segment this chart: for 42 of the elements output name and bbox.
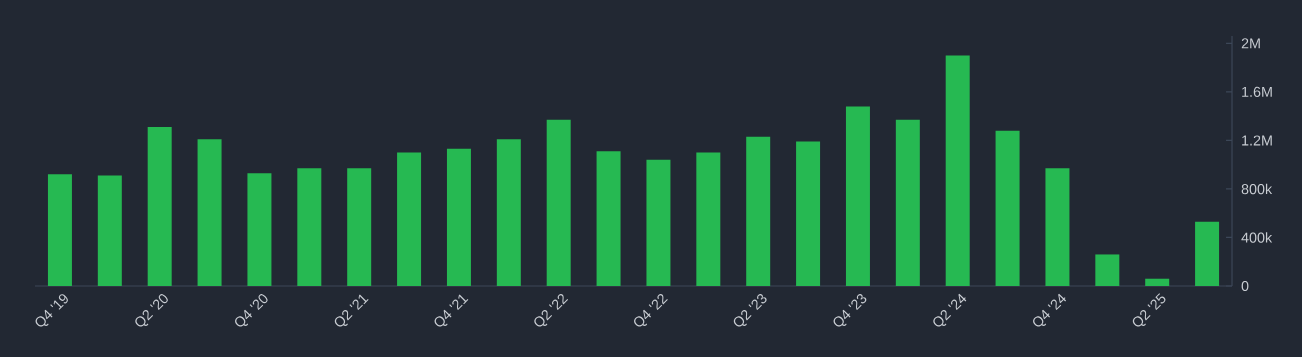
bar [347, 168, 372, 286]
y-tick-label: 1.2M [1242, 135, 1272, 146]
x-tick-label: Q4 '22 [634, 293, 668, 327]
x-tick-label: Q2 '23 [733, 293, 767, 327]
x-tick-label: Q2 '22 [534, 293, 569, 327]
x-tick-label: Q4 '21 [434, 294, 469, 327]
x-tick-label: Q2 '20 [135, 294, 168, 327]
bar [845, 106, 870, 286]
bar [945, 55, 970, 286]
x-tick-label: Q2 '25 [1132, 293, 1166, 327]
bar [646, 159, 671, 286]
bar [546, 119, 571, 286]
y-tick-label: 0 [1241, 280, 1249, 292]
bar [1045, 168, 1070, 286]
bar [397, 152, 422, 286]
bar [297, 168, 322, 286]
bar [895, 119, 920, 286]
bar [995, 130, 1020, 286]
x-tick-label: Q2 '24 [933, 293, 967, 327]
x-tick-label: Q2 '21 [334, 294, 369, 327]
bar [746, 136, 771, 286]
bar [696, 152, 721, 286]
bar [147, 127, 172, 286]
y-tick-label: 400k [1241, 232, 1273, 243]
x-tick-label: Q4 '23 [833, 293, 867, 327]
x-tick-label: Q4 '24 [1033, 293, 1067, 327]
x-tick-label: Q4 '20 [235, 294, 268, 327]
bar [496, 139, 521, 286]
bar [197, 139, 222, 286]
y-tick-label: 800k [1241, 183, 1273, 195]
bar [97, 175, 122, 286]
y-tick-label: 2M [1241, 38, 1260, 49]
bar [1095, 254, 1120, 286]
x-tick-label: Q4 '19 [35, 294, 68, 327]
bar [247, 173, 272, 286]
y-tick-label: 1.6M [1242, 86, 1272, 97]
bar [596, 151, 621, 286]
bar [446, 148, 471, 286]
bar [796, 141, 821, 286]
bar [1195, 221, 1220, 286]
bar [1145, 278, 1170, 286]
bar [47, 174, 72, 286]
